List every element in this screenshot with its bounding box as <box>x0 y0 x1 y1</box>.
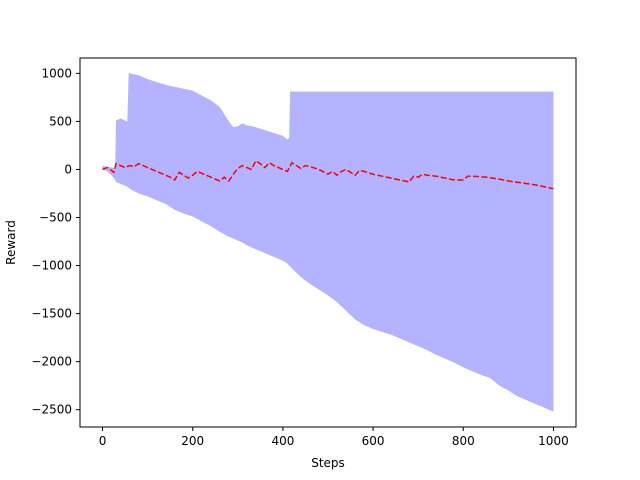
y-tick-label: −2000 <box>31 355 72 369</box>
y-tick-label: 500 <box>49 114 72 128</box>
x-tick-label: 400 <box>271 434 294 448</box>
y-axis-label: Reward <box>4 220 18 265</box>
x-tick-label: 0 <box>99 434 107 448</box>
x-axis-label: Steps <box>311 456 345 470</box>
y-axis: −2500 −2000 −1500 −1000 −500 0 500 1000 <box>31 66 80 417</box>
y-tick-label: −2500 <box>31 403 72 417</box>
y-tick-label: −500 <box>39 211 72 225</box>
x-axis: 0 200 400 600 800 1000 <box>99 427 569 448</box>
x-tick-label: 600 <box>362 434 385 448</box>
x-tick-label: 1000 <box>538 434 569 448</box>
x-tick-label: 200 <box>181 434 204 448</box>
plot-area <box>102 72 554 412</box>
axes-frame <box>79 57 577 428</box>
mean-reward-line <box>102 159 554 190</box>
x-tick-label: 800 <box>452 434 475 448</box>
y-tick-label: 1000 <box>41 66 72 80</box>
y-tick-label: −1500 <box>31 307 72 321</box>
confidence-band <box>102 72 554 412</box>
y-tick-label: −1000 <box>31 259 72 273</box>
y-tick-label: 0 <box>64 162 72 176</box>
